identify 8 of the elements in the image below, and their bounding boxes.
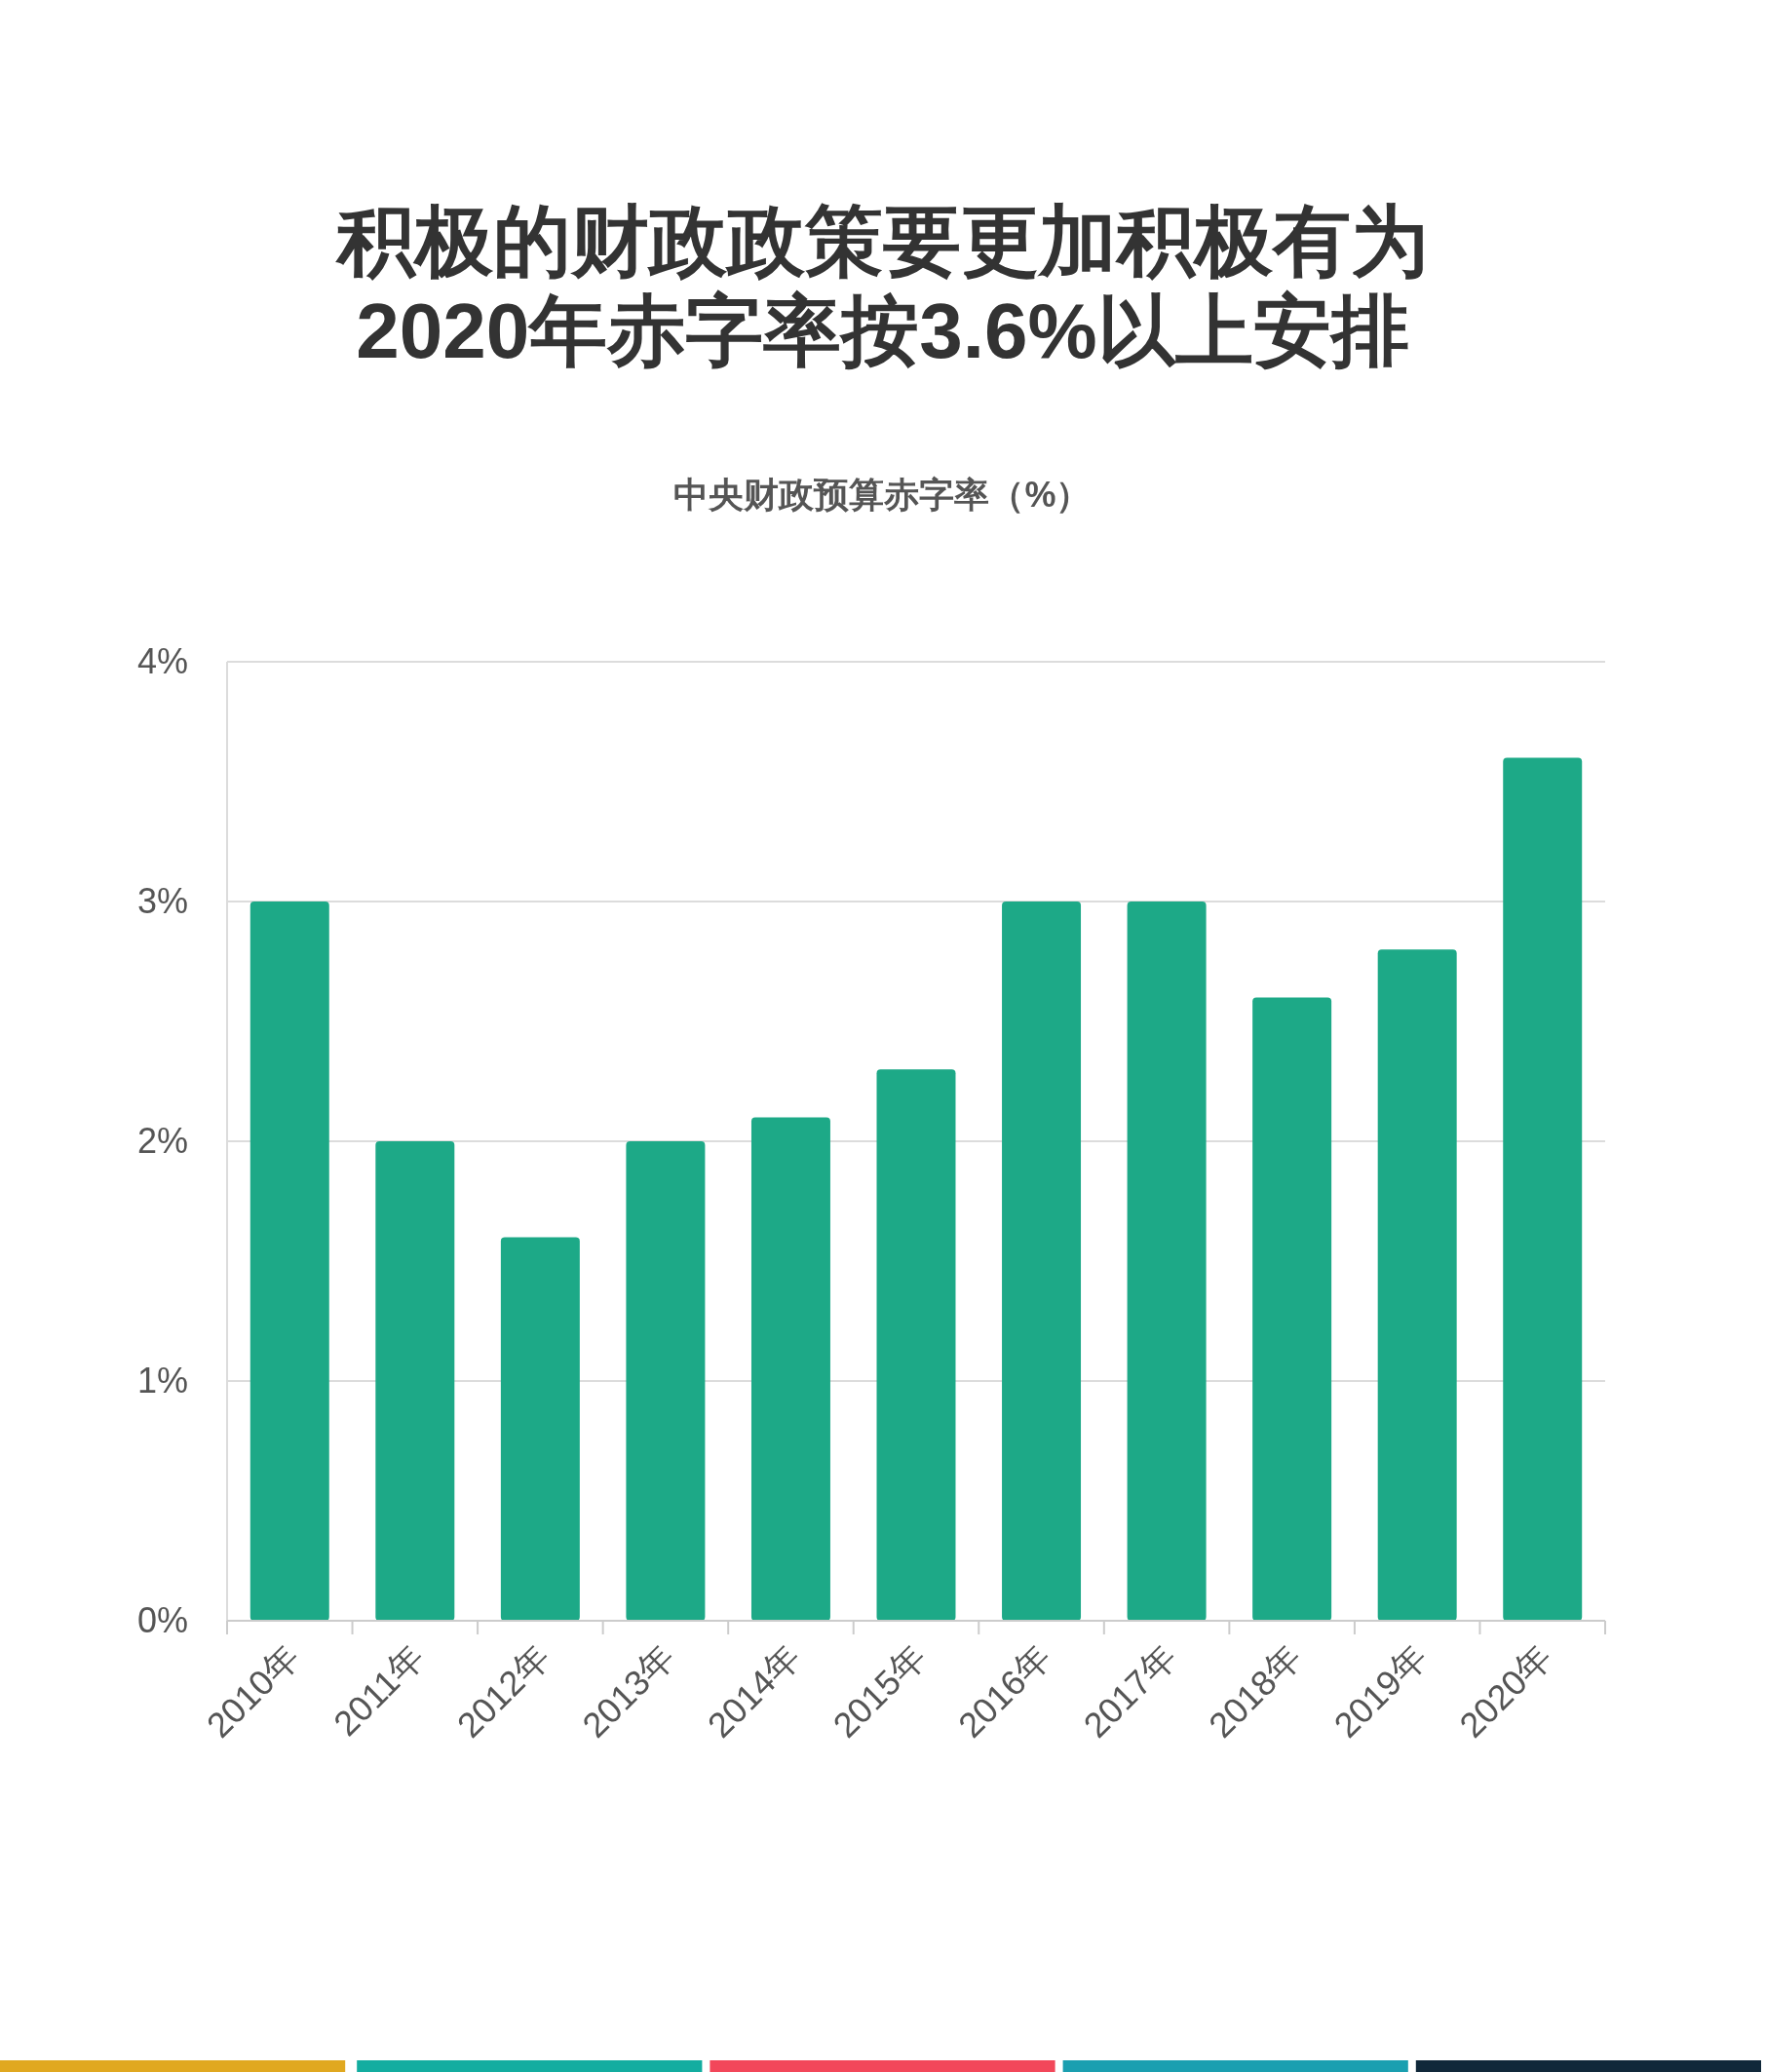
y-tick-label: 4% — [136, 641, 188, 681]
y-tick-label: 0% — [136, 1600, 188, 1640]
title: 积极的财政政策要更加积极有为 — [336, 198, 1429, 285]
y-tick-label: 3% — [136, 881, 188, 921]
y-tick-label: 2% — [136, 1121, 188, 1161]
y-tick-label: 1% — [136, 1361, 188, 1401]
title: 2020年赤字率按3.6%以上安排 — [356, 288, 1409, 374]
chart-subtitle: 中央财政预算赤字率（%） — [673, 475, 1092, 515]
